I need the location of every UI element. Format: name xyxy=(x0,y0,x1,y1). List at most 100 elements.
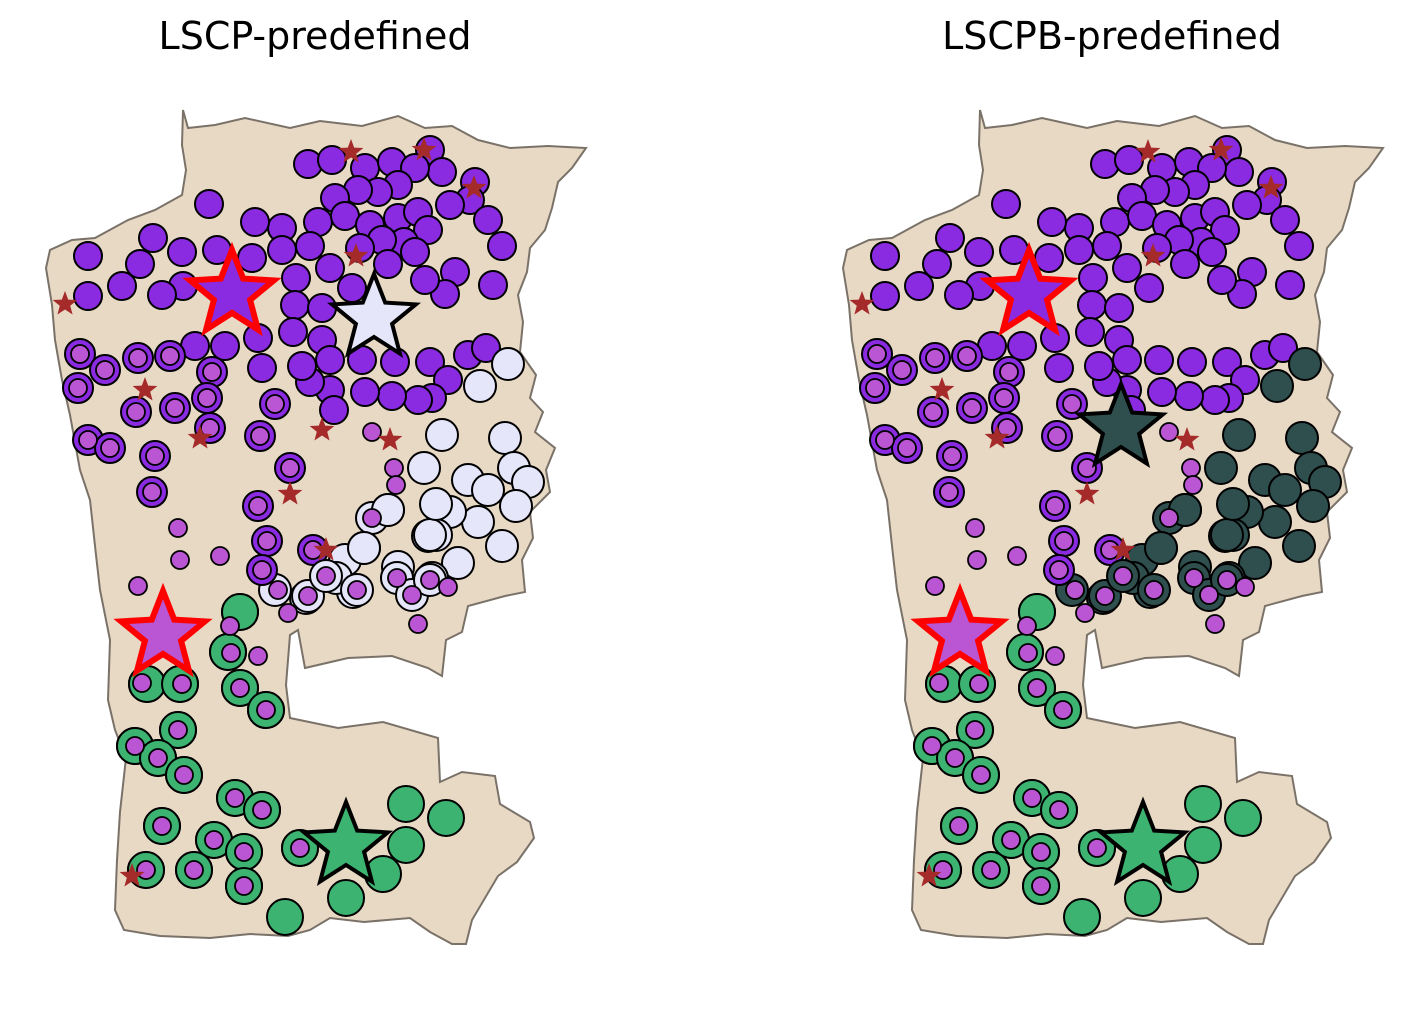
coverage-ring-cluster xyxy=(1210,518,1244,552)
left-panel-title: LSCP-predefined xyxy=(158,14,472,58)
demand-point-purple xyxy=(400,237,430,267)
demand-point-orchid xyxy=(1053,700,1073,720)
demand-point-purple xyxy=(1197,237,1227,267)
demand-point-orchid xyxy=(1018,643,1038,663)
demand-point-purple xyxy=(1170,249,1200,279)
candidate-facility-star-icon xyxy=(1110,537,1136,561)
demand-point-orchid xyxy=(78,430,98,450)
demand-point-purple xyxy=(870,281,900,311)
demand-point-green xyxy=(1124,879,1162,917)
demand-point-cluster xyxy=(407,451,441,485)
demand-point-orchid xyxy=(1007,546,1027,566)
demand-point-cluster xyxy=(499,489,533,523)
demand-point-purple xyxy=(1200,385,1230,415)
demand-point-orchid xyxy=(136,860,156,880)
demand-point-cluster xyxy=(1222,418,1256,452)
candidate-facility-star-icon xyxy=(849,291,875,315)
demand-point-orchid xyxy=(1095,586,1115,606)
demand-point-orchid xyxy=(981,860,1001,880)
demand-point-orchid xyxy=(347,580,367,600)
demand-point-cluster xyxy=(488,421,522,455)
demand-point-purple xyxy=(1044,353,1074,383)
demand-point-orchid xyxy=(234,876,254,896)
candidate-facility-star-icon xyxy=(338,139,364,163)
demand-point-orchid xyxy=(1054,531,1074,551)
candidate-facility-star-icon xyxy=(411,137,437,161)
candidate-facility-star-icon xyxy=(1074,481,1100,505)
right-panel-title: LSCPB-predefined xyxy=(942,14,1282,58)
demand-point-purple xyxy=(1284,231,1314,261)
demand-point-purple xyxy=(478,270,508,300)
demand-point-green xyxy=(327,879,365,917)
demand-point-orchid xyxy=(68,378,88,398)
demand-point-orchid xyxy=(957,346,977,366)
demand-point-purple xyxy=(410,265,440,295)
demand-point-orchid xyxy=(875,430,895,450)
demand-point-orchid xyxy=(362,508,382,528)
demand-point-orchid xyxy=(184,860,204,880)
demand-point-orchid xyxy=(922,736,942,756)
demand-point-orchid xyxy=(128,348,148,368)
demand-point-orchid xyxy=(204,830,224,850)
demand-point-purple xyxy=(1232,190,1262,220)
demand-point-purple xyxy=(280,290,310,320)
demand-point-orchid xyxy=(949,816,969,836)
demand-point-orchid xyxy=(923,402,943,422)
candidate-facility-star-icon xyxy=(277,481,303,505)
demand-point-purple xyxy=(964,237,994,267)
demand-point-purple xyxy=(315,345,345,375)
demand-point-purple xyxy=(1092,231,1122,261)
demand-point-cluster xyxy=(1238,546,1272,580)
candidate-facility-star-icon xyxy=(52,291,78,315)
demand-point-purple xyxy=(1147,377,1177,407)
demand-point-orchid xyxy=(1087,838,1107,858)
demand-point-orchid xyxy=(865,378,885,398)
demand-point-orchid xyxy=(967,550,987,570)
demand-point-orchid xyxy=(965,518,985,538)
candidate-facility-star-icon xyxy=(1140,243,1166,267)
predefined-facility-star-icon xyxy=(113,582,213,678)
demand-point-purple xyxy=(1270,205,1300,235)
demand-point-orchid xyxy=(933,860,953,880)
demand-point-orchid xyxy=(256,700,276,720)
demand-point-orchid xyxy=(70,344,90,364)
demand-point-purple xyxy=(210,331,240,361)
demand-point-green xyxy=(387,785,425,823)
demand-point-orchid xyxy=(384,458,404,478)
demand-point-orchid xyxy=(172,674,192,694)
demand-point-orchid xyxy=(278,603,298,623)
demand-point-orchid xyxy=(1199,585,1219,605)
demand-point-orchid xyxy=(225,788,245,808)
demand-point-orchid xyxy=(1017,616,1037,636)
coverage-ring-cluster xyxy=(419,487,453,521)
demand-point-orchid xyxy=(165,398,185,418)
demand-point-purple xyxy=(1275,270,1305,300)
demand-point-orchid xyxy=(939,482,959,502)
selected-facility-star-icon xyxy=(1073,378,1169,469)
demand-point-green xyxy=(1224,799,1262,837)
demand-point-purple xyxy=(377,381,407,411)
demand-point-orchid xyxy=(994,388,1014,408)
demand-point-purple xyxy=(167,237,197,267)
demand-point-orchid xyxy=(1159,508,1179,528)
demand-point-orchid xyxy=(942,446,962,466)
candidate-facility-star-icon xyxy=(132,377,158,401)
demand-point-purple xyxy=(287,351,317,381)
coverage-ring-cluster xyxy=(1216,487,1250,521)
demand-point-purple xyxy=(473,205,503,235)
predefined-facility-star-icon xyxy=(910,582,1010,678)
demand-point-purple xyxy=(107,271,137,301)
demand-point-purple xyxy=(487,231,517,261)
demand-point-orchid xyxy=(420,570,440,590)
demand-point-orchid xyxy=(971,765,991,785)
demand-point-green xyxy=(427,799,465,837)
demand-point-purple xyxy=(240,207,270,237)
demand-point-orchid xyxy=(1181,458,1201,478)
demand-point-purple xyxy=(307,293,337,323)
demand-point-purple xyxy=(1207,265,1237,295)
demand-point-purple xyxy=(278,317,308,347)
demand-point-orchid xyxy=(145,446,165,466)
demand-point-orchid xyxy=(316,566,336,586)
demand-point-purple xyxy=(435,190,465,220)
demand-point-orchid xyxy=(234,842,254,862)
